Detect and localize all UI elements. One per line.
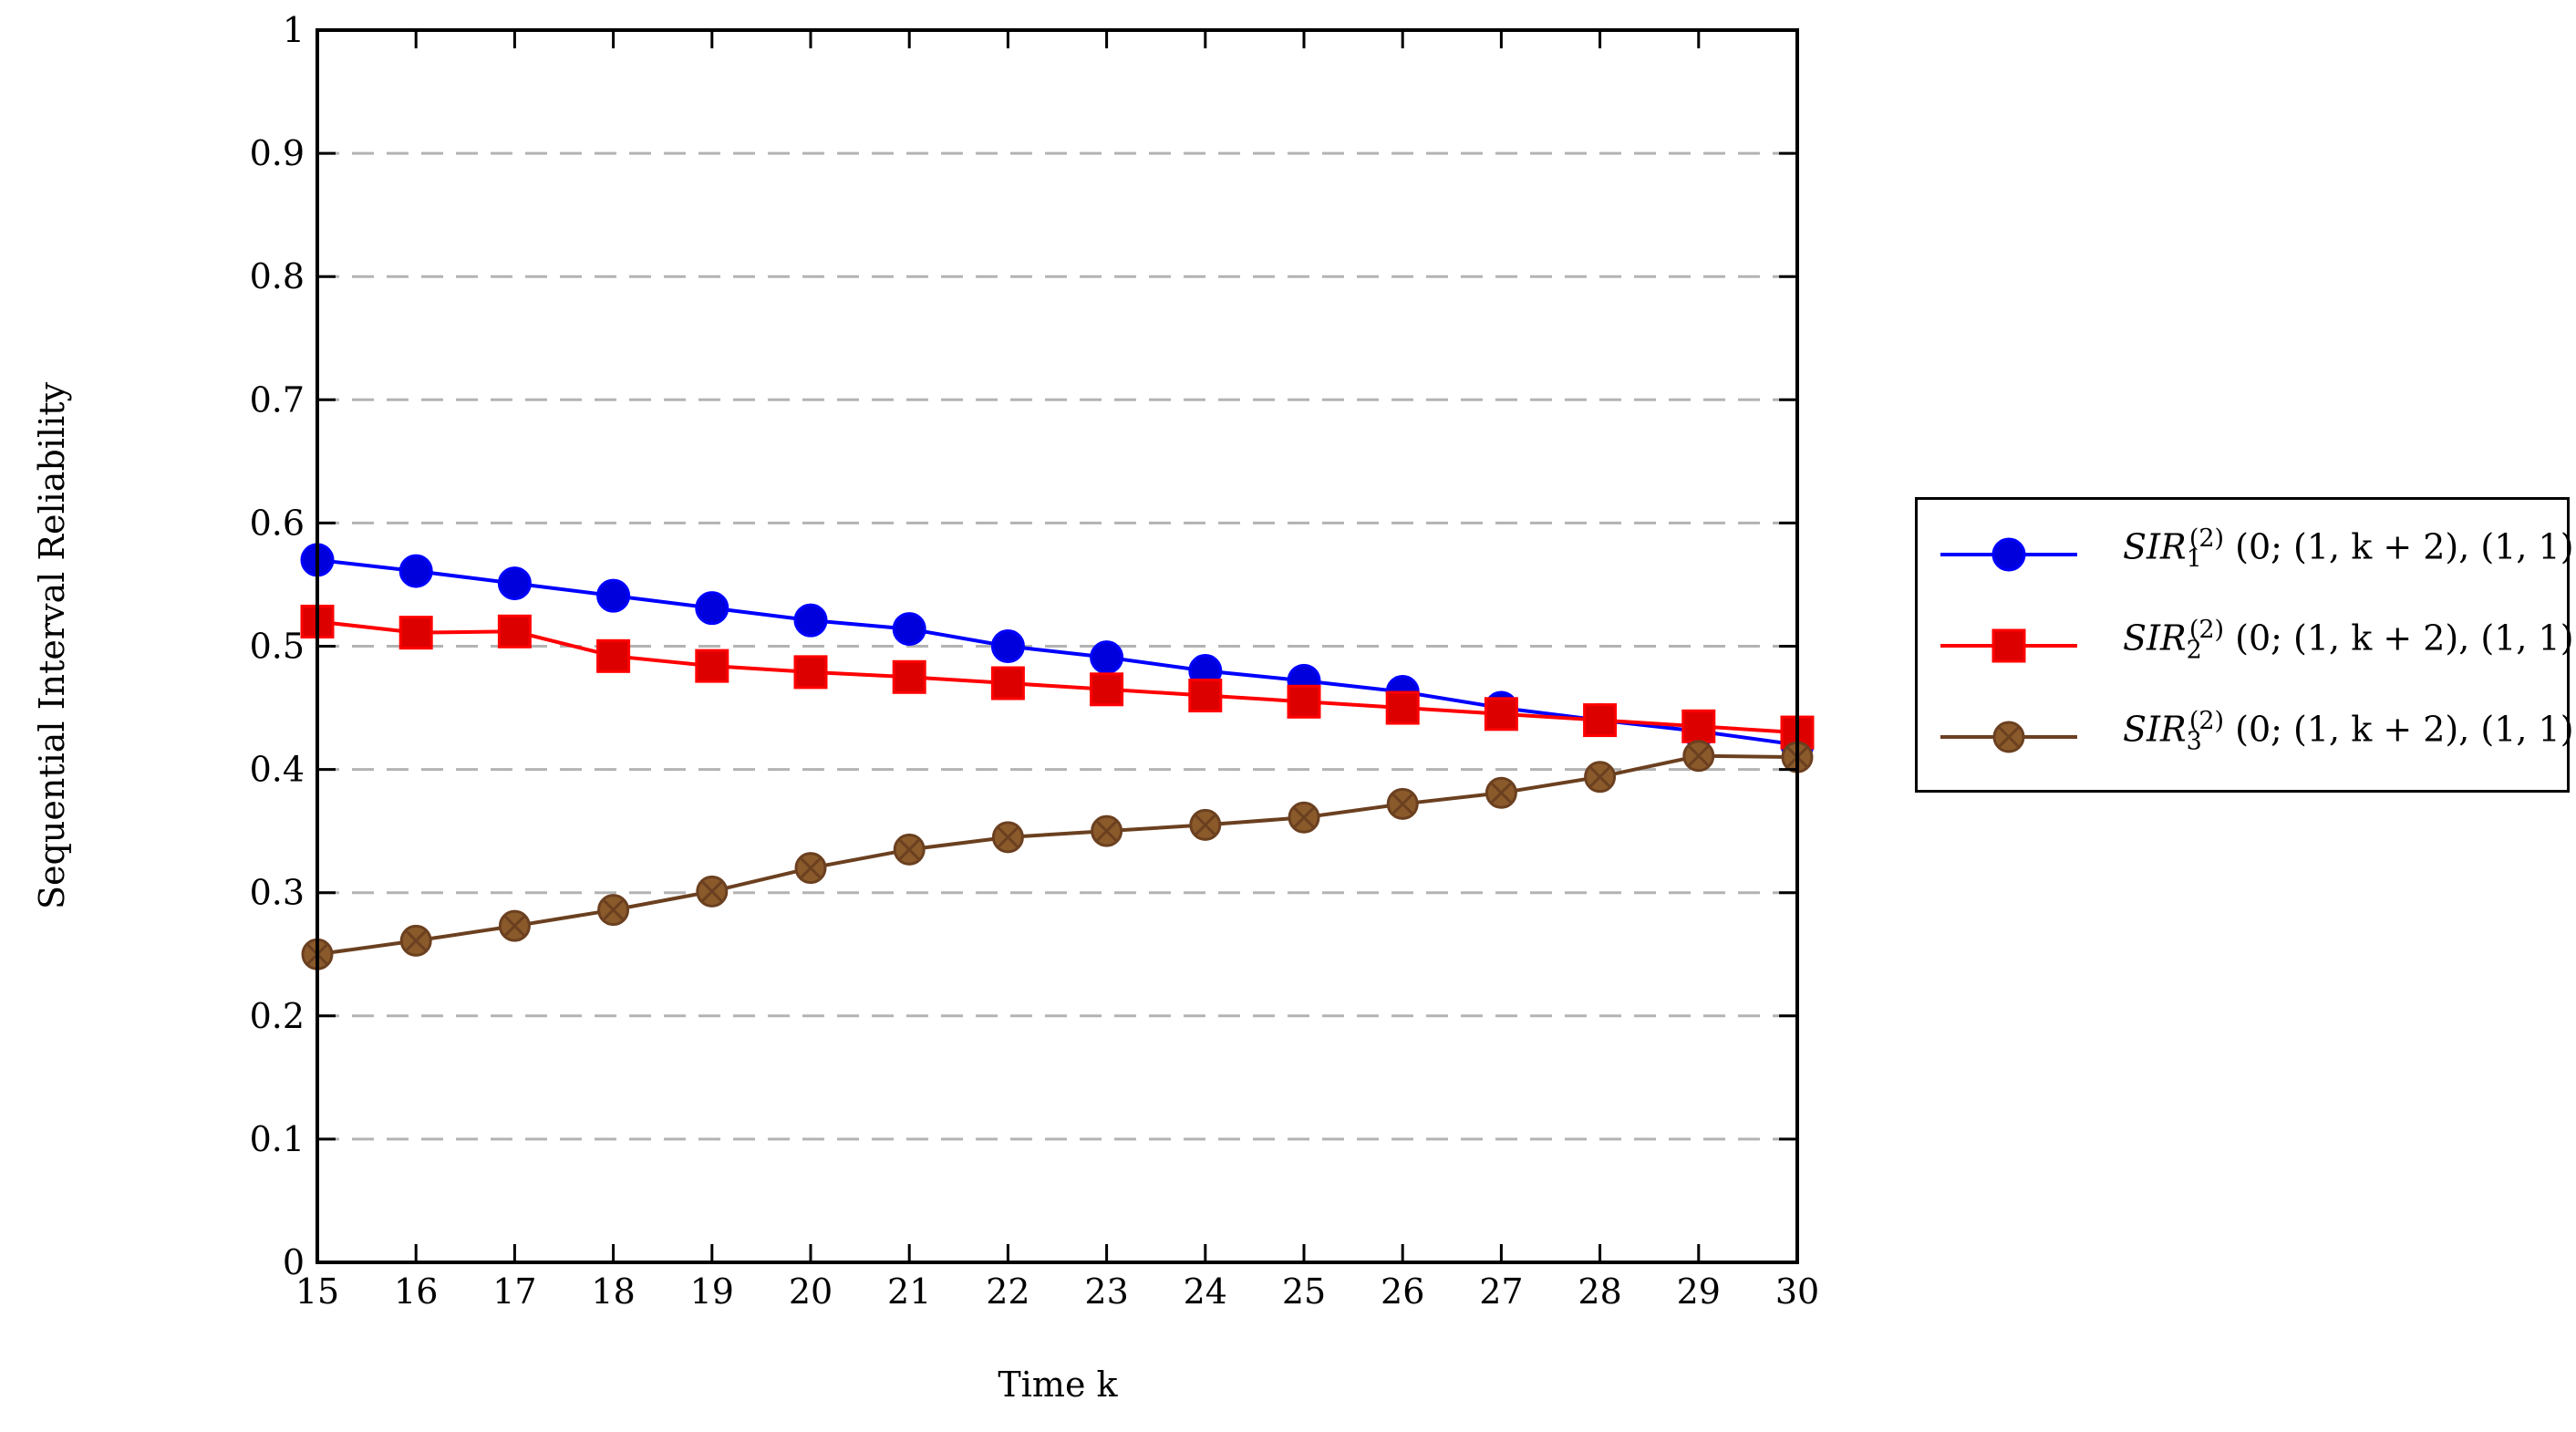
x-axis-label: Time k xyxy=(998,1365,1118,1405)
legend-label-2: SIR2(2) (0; (1, k + 2), (1, 1)) xyxy=(2123,616,2576,664)
y-tick-label-5: 0.5 xyxy=(250,627,305,667)
y-tick-label-0: 0 xyxy=(283,1242,305,1282)
series-2-point-7 xyxy=(990,666,1025,700)
series-1-point-7 xyxy=(990,629,1025,663)
legend-label-sub: 2 xyxy=(2186,636,2202,665)
series-3-point-3 xyxy=(597,894,630,927)
y-tick-label-1: 0.1 xyxy=(250,1119,305,1159)
y-tick-label-2: 0.2 xyxy=(250,996,305,1036)
series-2-point-5 xyxy=(793,655,828,690)
series-3-line xyxy=(316,753,1798,957)
y-tick-label-4: 0.4 xyxy=(250,750,305,790)
x-tick-label-0: 15 xyxy=(295,1271,339,1312)
series-2-point-14 xyxy=(1681,709,1716,743)
legend-marker-2 xyxy=(1991,628,2026,663)
series-2-line xyxy=(316,619,1798,735)
x-tick-label-15: 30 xyxy=(1775,1271,1819,1312)
series-3-point-5 xyxy=(794,852,827,885)
series-1-point-5 xyxy=(793,603,828,638)
series-3-point-9 xyxy=(1189,808,1222,841)
ticks: 0 0.1 0.2 0.3 0.4 0.5 0.6 0.7 0.8 0.9 1 15 16 17 18 19 2… xyxy=(250,10,1820,1312)
x-tick-label-7: 22 xyxy=(986,1271,1029,1312)
series-1-point-8 xyxy=(1090,640,1124,675)
y-tick-label-8: 0.8 xyxy=(250,256,305,296)
x-tick-label-1: 16 xyxy=(394,1271,438,1312)
series-2-point-3 xyxy=(596,638,631,673)
legend-label-sub: 3 xyxy=(2186,727,2202,756)
series-1-point-3 xyxy=(596,578,631,613)
series-3-point-2 xyxy=(498,909,531,942)
x-tick-label-8: 23 xyxy=(1084,1271,1128,1312)
x-tick-label-6: 21 xyxy=(887,1271,931,1312)
legend-label-sup: (2) xyxy=(2188,616,2225,644)
x-tick-label-9: 24 xyxy=(1184,1271,1227,1312)
legend-label-args: (0; (1, k + 2), (1, 1)) xyxy=(2224,617,2576,659)
x-tick-label-12: 27 xyxy=(1479,1271,1523,1312)
series-2-point-10 xyxy=(1287,684,1321,719)
legend-label-base: SIR xyxy=(2123,526,2187,567)
series-2-point-12 xyxy=(1484,697,1518,732)
legend-label-sub: 1 xyxy=(2186,545,2202,574)
series-1-point-2 xyxy=(497,566,532,601)
x-tick-label-14: 29 xyxy=(1677,1271,1721,1312)
legend-marker-3 xyxy=(1992,721,2025,753)
series-3 xyxy=(301,740,1814,970)
y-tick-label-6: 0.6 xyxy=(250,503,305,543)
legend-label-3: SIR3(2) (0; (1, k + 2), (1, 1)) xyxy=(2123,707,2576,755)
legend-swatch-1 xyxy=(1940,537,2077,572)
legend-label-args: (0; (1, k + 2), (1, 1)) xyxy=(2224,709,2576,750)
series-2-point-1 xyxy=(398,616,433,650)
x-tick-label-11: 26 xyxy=(1381,1271,1424,1312)
legend-label-args: (0; (1, k + 2), (1, 1)) xyxy=(2224,526,2576,567)
x-tick-label-10: 25 xyxy=(1282,1271,1326,1312)
x-tick-label-4: 19 xyxy=(690,1271,734,1312)
series-1-point-6 xyxy=(892,612,926,647)
series-3-point-12 xyxy=(1485,776,1517,809)
series-3-point-13 xyxy=(1584,761,1617,794)
legend-marker-1 xyxy=(1991,537,2026,572)
series-2-point-13 xyxy=(1583,703,1618,738)
x-tick-label-5: 20 xyxy=(789,1271,833,1312)
series-3-point-11 xyxy=(1386,787,1419,820)
series-1-point-1 xyxy=(398,554,433,588)
series-3-point-14 xyxy=(1682,740,1715,773)
series-3-point-7 xyxy=(991,821,1024,854)
series-2-point-8 xyxy=(1090,672,1124,707)
series-3-point-4 xyxy=(696,875,729,908)
y-tick-label-9: 0.9 xyxy=(250,133,305,173)
legend-entry-2: SIR2(2) (0; (1, k + 2), (1, 1)) xyxy=(1918,605,2576,687)
series-2-point-2 xyxy=(497,614,532,649)
series-layer xyxy=(300,543,1815,970)
legend-label-base: SIR xyxy=(2123,617,2187,659)
series-3-point-10 xyxy=(1288,801,1320,834)
y-tick-label-7: 0.7 xyxy=(250,379,305,420)
series-2-point-9 xyxy=(1188,679,1223,713)
legend-swatch-2 xyxy=(1940,628,2077,663)
series-1-point-4 xyxy=(695,591,729,626)
legend-label-sup: (2) xyxy=(2188,524,2225,553)
series-3-point-8 xyxy=(1091,815,1123,847)
series-3-point-1 xyxy=(399,924,432,957)
legend-label-sup: (2) xyxy=(2188,707,2225,735)
legend-label-base: SIR xyxy=(2123,709,2187,750)
grid-lines xyxy=(317,151,1797,1141)
series-1-line xyxy=(316,557,1798,747)
legend-label-1: SIR1(2) (0; (1, k + 2), (1, 1)) xyxy=(2123,524,2576,573)
y-axis-label: Sequential Interval Reliability xyxy=(32,382,72,909)
x-tick-label-13: 28 xyxy=(1578,1271,1621,1312)
series-2-point-11 xyxy=(1385,690,1420,725)
legend-entry-3: SIR3(2) (0; (1, k + 2), (1, 1)) xyxy=(1918,696,2576,778)
legend-swatch-3 xyxy=(1940,721,2077,753)
series-3-point-6 xyxy=(893,833,926,866)
x-tick-label-3: 18 xyxy=(591,1271,635,1312)
y-tick-label-10: 1 xyxy=(283,10,305,50)
legend: SIR1(2) (0; (1, k + 2), (1, 1)) SIR2(2) (… xyxy=(1915,497,2576,793)
series-2-point-6 xyxy=(892,659,926,694)
series-2 xyxy=(300,604,1815,750)
x-tick-label-2: 17 xyxy=(492,1271,536,1312)
series-2-point-4 xyxy=(695,649,729,683)
y-tick-label-3: 0.3 xyxy=(250,873,305,913)
legend-entry-1: SIR1(2) (0; (1, k + 2), (1, 1)) xyxy=(1918,514,2576,596)
